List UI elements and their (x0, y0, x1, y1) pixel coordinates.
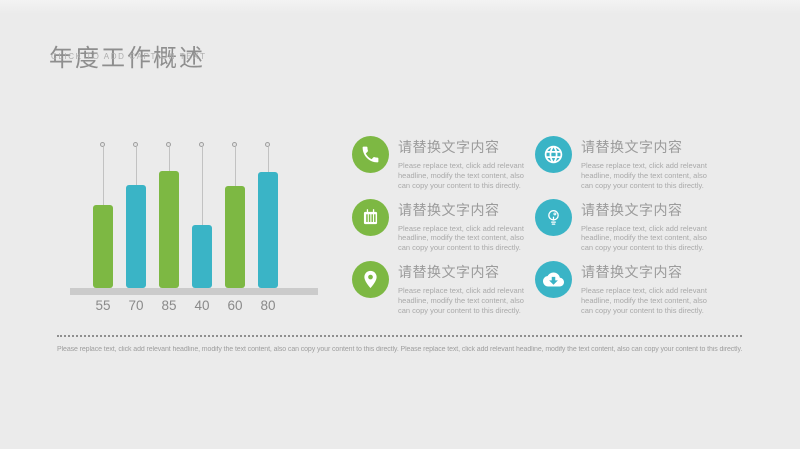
feature-item: 请替换文字内容 Please replace text, click add re… (535, 261, 718, 324)
lightbulb-icon (535, 198, 572, 236)
feature-description: Please replace text, click add relevant … (398, 161, 524, 190)
feature-description: Please replace text, click add relevant … (581, 223, 707, 253)
page-title: 年度工作概述 (49, 45, 205, 73)
bar-marker-dot (166, 142, 171, 147)
bar-value-label: 60 (227, 298, 243, 313)
bar-stem-line (103, 147, 104, 205)
chart-baseline (70, 288, 318, 295)
bar-value-label: 85 (161, 298, 177, 313)
feature-item: 请替换文字内容 Please replace text, click add re… (535, 198, 718, 262)
feature-title: 请替换文字内容 (581, 139, 683, 155)
feature-item: 请替换文字内容 Please replace text, click add re… (352, 136, 535, 199)
bar-marker-dot (100, 142, 105, 147)
feature-description: Please replace text, click add relevant … (581, 161, 707, 190)
feature-title: 请替换文字内容 (398, 201, 500, 218)
globe-icon (535, 136, 572, 173)
feature-title: 请替换文字内容 (398, 139, 500, 155)
bar-value-label: 55 (95, 298, 111, 313)
bar-marker-dot (133, 142, 138, 147)
bar (225, 186, 245, 288)
phone-icon (352, 136, 389, 173)
bar-marker-dot (265, 142, 270, 147)
feature-item: 请替换文字内容 Please replace text, click add re… (352, 261, 535, 324)
bar-stem-line (235, 147, 236, 186)
bar-marker-dot (232, 142, 237, 147)
dotted-divider (57, 335, 742, 337)
cloud-download-icon (535, 261, 572, 298)
bar-marker-dot (199, 142, 204, 147)
feature-description: Please replace text, click add relevant … (398, 286, 524, 315)
bar-stem-line (268, 147, 269, 172)
calendar-icon (352, 198, 389, 236)
bar (93, 205, 113, 288)
bar-value-label: 70 (128, 298, 144, 313)
feature-title: 请替换文字内容 (398, 264, 500, 280)
bar (192, 225, 212, 288)
bar-stem-line (169, 147, 170, 171)
bar-stem-line (136, 147, 137, 185)
feature-title: 请替换文字内容 (581, 264, 683, 280)
feature-grid: 请替换文字内容 Please replace text, click add re… (352, 136, 718, 324)
footer-text: Please replace text, click add relevant … (57, 346, 742, 353)
location-pin-icon (352, 261, 389, 298)
bar (126, 185, 146, 288)
bar-value-label: 80 (260, 298, 276, 313)
feature-item: 请替换文字内容 Please replace text, click add re… (352, 198, 535, 262)
feature-description: Please replace text, click add relevant … (581, 286, 707, 315)
bar-stem-line (202, 147, 203, 225)
feature-title: 请替换文字内容 (581, 201, 683, 218)
bar-value-label: 40 (194, 298, 210, 313)
bar-chart: 55 70 85 40 60 80 (70, 140, 320, 320)
feature-description: Please replace text, click add relevant … (398, 223, 524, 253)
feature-item: 请替换文字内容 Please replace text, click add re… (535, 136, 718, 199)
bar (258, 172, 278, 288)
bar (159, 171, 179, 288)
page-subtitle: CLICK TO ADD CAPTION TEXT (51, 52, 207, 61)
